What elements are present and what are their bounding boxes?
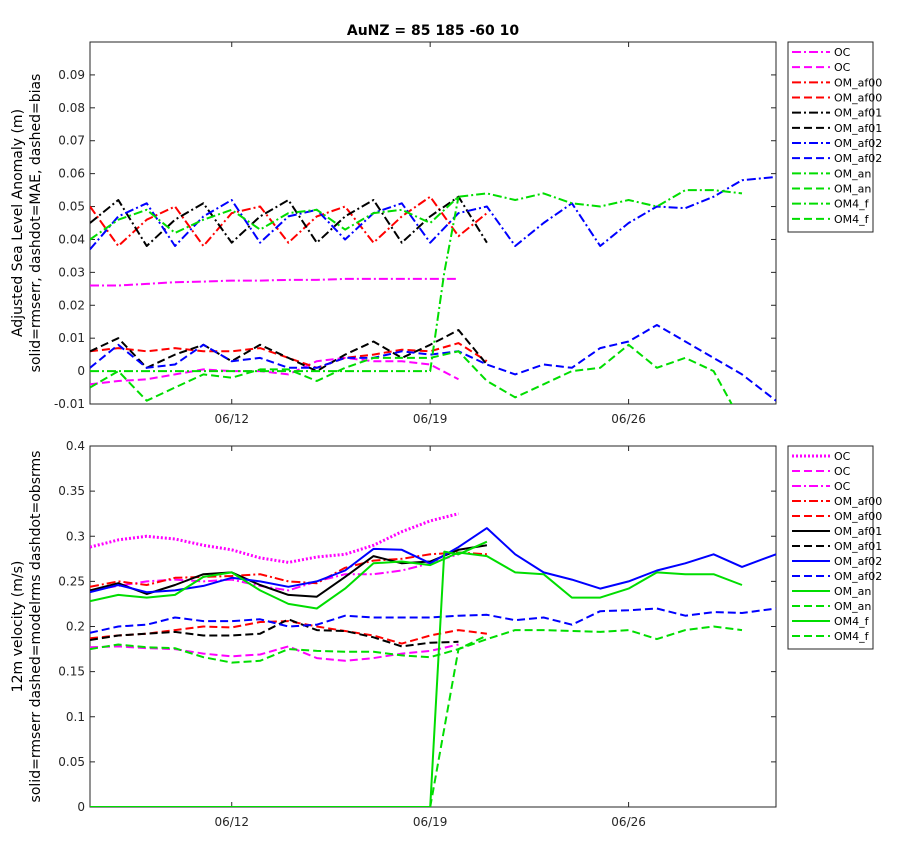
x-tick-label: 06/26 bbox=[611, 815, 646, 829]
series-line bbox=[90, 540, 488, 807]
series-line bbox=[90, 343, 733, 404]
series-line bbox=[90, 195, 488, 247]
series-line bbox=[90, 553, 459, 592]
legend-label: OM_an bbox=[834, 585, 871, 598]
legend-label: OC bbox=[834, 480, 851, 493]
y-tick-label: 0 bbox=[77, 800, 85, 814]
y-tick-label: 0.05 bbox=[58, 755, 85, 769]
x-tick-label: 06/19 bbox=[413, 412, 448, 426]
legend-label: OM_af02 bbox=[834, 152, 882, 165]
y-tick-label: 0.01 bbox=[58, 331, 85, 345]
y-axis-label: 12m velocity (m/s) bbox=[10, 561, 26, 693]
legend-label: OM4_f bbox=[834, 213, 870, 226]
chart-1: AuNZ = 85 185 -60 10 -0.01 0 0.01 0.02 0.03 0.… bbox=[10, 23, 882, 426]
legend-label: OC bbox=[834, 46, 851, 59]
legend-label: OM_af00 bbox=[834, 510, 882, 523]
legend-label: OM_af00 bbox=[834, 92, 882, 105]
series-line bbox=[90, 607, 776, 634]
chart-2: 0 0.05 0.1 0.15 0.2 0.25 0.3 0.35 0.4 06/12 06/19 0… bbox=[10, 439, 882, 829]
x-tick-label: 06/12 bbox=[214, 815, 249, 829]
series-line bbox=[90, 329, 488, 373]
legend-label: OC bbox=[834, 450, 851, 463]
x-tick-label: 06/12 bbox=[214, 412, 249, 426]
y-tick-label: 0.03 bbox=[58, 265, 85, 279]
legend-label: OM_af01 bbox=[834, 107, 882, 120]
y-axis-label: Adjusted Sea Level Anomaly (m) bbox=[10, 109, 26, 337]
y-tick-label: 0 bbox=[77, 364, 85, 378]
series-line bbox=[90, 175, 776, 250]
series-line bbox=[429, 634, 488, 807]
x-tick-label: 06/19 bbox=[413, 815, 448, 829]
legend-label: OC bbox=[834, 465, 851, 478]
y-tick-label: 0.08 bbox=[58, 101, 85, 115]
y-axis-label-2: solid=rmserr dashed=modelrms dashdot=obs… bbox=[28, 451, 44, 803]
y-tick-label: 0.07 bbox=[58, 134, 85, 148]
legend-label: OM4_f bbox=[834, 630, 870, 643]
y-tick-label: 0.15 bbox=[58, 665, 85, 679]
legend: OC OC OC OM_af00 OM_af00 OM_af01 OM_af01 OM_af0… bbox=[787, 445, 882, 650]
legend-label: OM_af02 bbox=[834, 137, 882, 150]
legend-label: OM_af02 bbox=[834, 555, 882, 568]
series-line bbox=[90, 551, 743, 610]
legend-box bbox=[787, 445, 874, 650]
y-tick-label: 0.2 bbox=[66, 620, 85, 634]
series-line bbox=[90, 618, 459, 648]
series-line bbox=[90, 342, 488, 369]
y-tick-label: -0.01 bbox=[54, 397, 85, 411]
legend-label: OM_af00 bbox=[834, 495, 882, 508]
x-tick-label: 06/26 bbox=[611, 412, 646, 426]
legend-label: OM_an bbox=[834, 600, 871, 613]
y-tick-label: 0.4 bbox=[66, 439, 85, 453]
y-tick-label: 0.05 bbox=[58, 200, 85, 214]
series-group bbox=[90, 175, 776, 404]
y-tick-label: 0.04 bbox=[58, 232, 85, 246]
legend-label: OM4_f bbox=[834, 198, 870, 211]
y-tick-label: 0.1 bbox=[66, 710, 85, 724]
legend-label: OM_af00 bbox=[834, 76, 882, 89]
legend-label: OM_af02 bbox=[834, 570, 882, 583]
y-tick-label: 0.02 bbox=[58, 298, 85, 312]
y-tick-label: 0.25 bbox=[58, 574, 85, 588]
legend-label: OM_an bbox=[834, 167, 871, 180]
series-line bbox=[90, 195, 488, 247]
legend: OC OC OM_af00 OM_af00 OM_af01 OM_af01 OM_af02 O… bbox=[787, 41, 882, 233]
y-tick-label: 0.09 bbox=[58, 68, 85, 82]
chart-title: AuNZ = 85 185 -60 10 bbox=[347, 23, 520, 39]
legend-label: OC bbox=[834, 61, 851, 74]
legend-label: OM_af01 bbox=[834, 540, 882, 553]
legend-label: OM_af01 bbox=[834, 122, 882, 135]
legend-label: OM4_f bbox=[834, 615, 870, 628]
series-line bbox=[90, 625, 743, 664]
y-tick-label: 0.35 bbox=[58, 484, 85, 498]
series-group bbox=[90, 512, 776, 807]
plot-area bbox=[89, 41, 777, 405]
legend-label: OM_af01 bbox=[834, 525, 882, 538]
y-tick-label: 0.3 bbox=[66, 529, 85, 543]
y-axis-label-2: solid=rmserr, dashdot=MAE, dashed=bias bbox=[28, 74, 44, 373]
series-line bbox=[90, 356, 459, 386]
legend-label: OM_an bbox=[834, 183, 871, 196]
series-line bbox=[90, 196, 460, 373]
series-line bbox=[90, 324, 776, 402]
y-tick-label: 0.06 bbox=[58, 167, 85, 181]
series-line bbox=[90, 527, 776, 594]
series-line bbox=[90, 277, 459, 287]
legend-box bbox=[787, 41, 874, 233]
series-line bbox=[90, 189, 743, 241]
